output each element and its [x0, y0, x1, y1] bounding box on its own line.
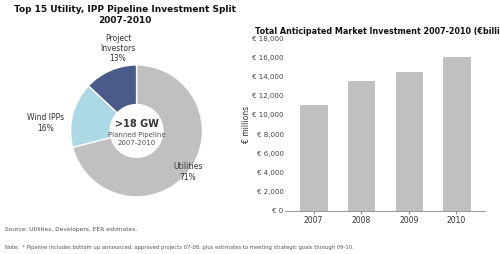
Text: >18 GW: >18 GW	[114, 119, 158, 129]
Bar	[444, 57, 469, 211]
Text: Project
Investors
13%: Project Investors 13%	[100, 34, 136, 64]
Circle shape	[110, 105, 163, 157]
Wedge shape	[88, 65, 136, 113]
Text: Note:  * Pipeline includes bottom up announced, approved projects 07-08, plus es: Note: * Pipeline includes bottom up anno…	[5, 245, 354, 250]
Text: Source: Utilities, Developers, EER estimates.: Source: Utilities, Developers, EER estim…	[5, 227, 137, 232]
Wedge shape	[72, 65, 202, 197]
Title: Top 15 Utility, IPP Pipeline Investment Split
2007-2010: Top 15 Utility, IPP Pipeline Investment …	[14, 5, 236, 25]
Text: Wind IPPs
16%: Wind IPPs 16%	[27, 113, 64, 133]
Text: Utilities
71%: Utilities 71%	[174, 162, 203, 182]
Wedge shape	[70, 86, 118, 147]
Bar	[300, 105, 326, 211]
Text: Planned Pipeline
2007-2010: Planned Pipeline 2007-2010	[108, 132, 166, 146]
Y-axis label: € millions: € millions	[242, 106, 250, 143]
Title: Total Anticipated Market Investment 2007-2010 (€billion): Total Anticipated Market Investment 2007…	[255, 27, 500, 36]
Bar	[396, 72, 422, 211]
Bar	[348, 81, 374, 211]
